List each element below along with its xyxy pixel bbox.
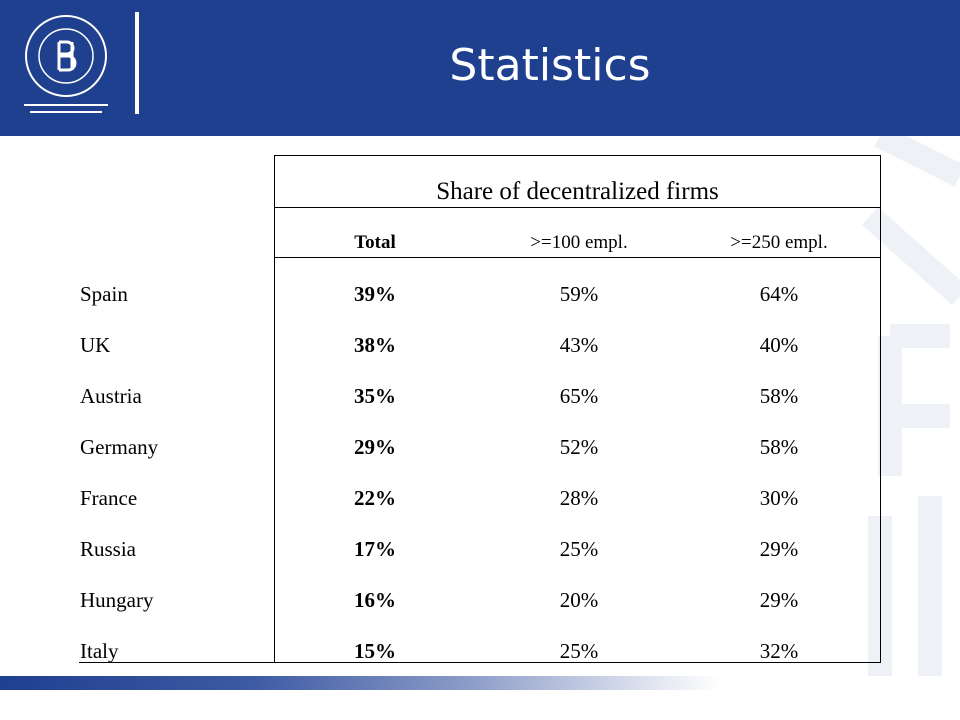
column-header-total: Total — [354, 232, 396, 253]
share-250-cell: 58% — [759, 435, 799, 459]
share-250-cell: 32% — [759, 639, 799, 663]
country-cell: Hungary — [80, 588, 154, 612]
country-cell: France — [80, 486, 138, 510]
table-border-top — [274, 155, 881, 156]
share-100-cell: 43% — [559, 333, 599, 357]
group-header: Share of decentralized firms — [436, 178, 719, 205]
share-100-cell: 25% — [559, 639, 599, 663]
total-cell: 39% — [354, 282, 396, 306]
share-100-cell: 65% — [559, 384, 599, 408]
header-divider — [274, 207, 881, 208]
column-header-250: >=250 empl. — [730, 232, 828, 253]
statistics-table: Share of decentralized firms Total >=100… — [79, 155, 881, 663]
subheader-divider — [274, 257, 881, 258]
country-cell: Austria — [80, 384, 142, 408]
watermark-logo — [862, 136, 960, 676]
country-cell: Spain — [80, 282, 128, 306]
title-bar: Statistics — [0, 0, 960, 136]
share-250-cell: 40% — [759, 333, 799, 357]
total-cell: 16% — [354, 588, 396, 612]
total-cell: 15% — [354, 639, 396, 663]
share-250-cell: 29% — [759, 588, 799, 612]
column-header-100: >=100 empl. — [530, 232, 628, 253]
country-cell: Russia — [80, 537, 137, 561]
table-border-right — [880, 155, 881, 663]
share-100-cell: 59% — [559, 282, 599, 306]
total-cell: 22% — [354, 486, 396, 510]
total-cell: 29% — [354, 435, 396, 459]
university-logo — [24, 15, 108, 113]
share-250-cell: 30% — [759, 486, 799, 510]
share-250-cell: 64% — [759, 282, 799, 306]
country-cell: UK — [80, 333, 111, 357]
total-cell: 17% — [354, 537, 396, 561]
share-100-cell: 52% — [559, 435, 599, 459]
share-100-cell: 25% — [559, 537, 599, 561]
country-cell: Germany — [80, 435, 159, 459]
share-250-cell: 58% — [759, 384, 799, 408]
total-cell: 35% — [354, 384, 396, 408]
footer-bar — [0, 676, 720, 690]
country-cell: Italy — [80, 639, 119, 663]
page-title: Statistics — [449, 40, 651, 91]
table-border-bottom — [79, 662, 881, 663]
total-cell: 38% — [354, 333, 396, 357]
share-100-cell: 28% — [559, 486, 599, 510]
share-100-cell: 20% — [559, 588, 599, 612]
table-divider-vertical — [274, 155, 275, 663]
title-divider — [135, 12, 139, 114]
share-250-cell: 29% — [759, 537, 799, 561]
